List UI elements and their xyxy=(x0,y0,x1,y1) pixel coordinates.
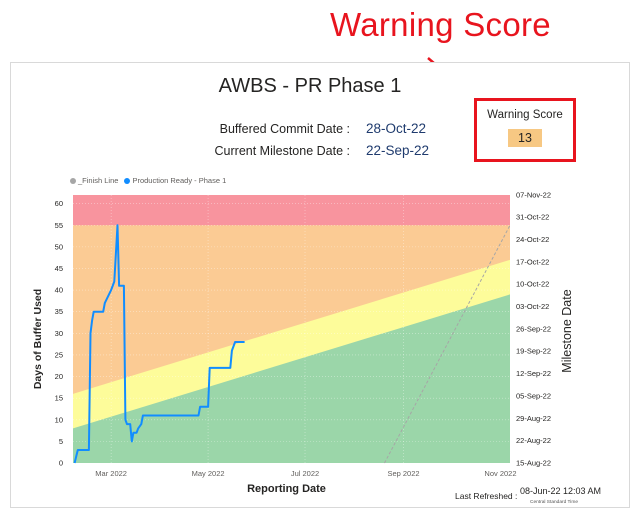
y-tick-label: 55 xyxy=(55,221,63,230)
last-refreshed-label: Last Refreshed : xyxy=(455,491,518,501)
y-tick-label: 35 xyxy=(55,307,63,316)
y-tick-label: 25 xyxy=(55,350,63,359)
warning-score-label: Warning Score xyxy=(487,109,563,121)
y2-tick-label: 07-Nov-22 xyxy=(516,191,551,200)
y2-tick-label: 19-Sep-22 xyxy=(516,347,551,356)
y2-tick-label: 17-Oct-22 xyxy=(516,258,549,267)
y-tick-label: 10 xyxy=(55,415,63,424)
y2-tick-label: 29-Aug-22 xyxy=(516,414,551,423)
y-axis-title: Days of Buffer Used xyxy=(32,289,44,389)
y-tick-label: 50 xyxy=(55,242,63,251)
zone-green xyxy=(73,294,510,463)
buffered-commit-label: Buffered Commit Date : xyxy=(219,122,350,136)
zone-red xyxy=(73,195,510,226)
legend-marker-production-ready xyxy=(124,177,131,184)
last-refreshed-value: 08-Jun-22 12:03 AM xyxy=(520,486,602,496)
legend-marker-finish-line xyxy=(70,177,76,184)
timezone-label: Central Standard Time xyxy=(530,500,578,505)
y-tick-label: 60 xyxy=(55,199,63,208)
y2-tick-label: 22-Aug-22 xyxy=(516,436,551,445)
buffered-commit-value: 28-Oct-22 xyxy=(366,121,427,136)
y2-tick-label: 31-Oct-22 xyxy=(516,213,549,222)
y2-tick-label: 03-Oct-22 xyxy=(516,302,549,311)
y2-tick-label: 05-Sep-22 xyxy=(516,392,551,401)
y-tick-label: 20 xyxy=(55,372,63,381)
y2-axis-title: Milestone Date xyxy=(560,289,574,372)
x-axis-title: Reporting Date xyxy=(247,483,326,495)
y-tick-label: 0 xyxy=(59,459,63,468)
legend-label-production-ready: Production Ready - Phase 1 xyxy=(132,176,227,185)
legend-item-production-ready[interactable]: Production Ready - Phase 1 xyxy=(124,176,226,185)
y2-tick-label: 10-Oct-22 xyxy=(516,280,549,289)
y-tick-label: 5 xyxy=(59,437,63,446)
y-tick-label: 15 xyxy=(55,394,63,403)
warning-score-value: 13 xyxy=(508,129,542,147)
report-title: AWBS - PR Phase 1 xyxy=(218,75,402,97)
x-tick-label: May 2022 xyxy=(192,469,225,478)
x-tick-label: Jul 2022 xyxy=(291,469,319,478)
y-tick-label: 30 xyxy=(55,329,63,338)
y-tick-label: 45 xyxy=(55,264,63,273)
y2-tick-label: 12-Sep-22 xyxy=(516,369,551,378)
x-tick-label: Mar 2022 xyxy=(95,469,127,478)
y2-tick-label: 26-Sep-22 xyxy=(516,325,551,334)
y-tick-label: 40 xyxy=(55,286,63,295)
current-milestone-value: 22-Sep-22 xyxy=(366,143,430,158)
x-tick-label: Sep 2022 xyxy=(387,469,419,478)
callout-title: Warning Score xyxy=(330,6,551,43)
y2-tick-label: 15-Aug-22 xyxy=(516,459,551,468)
chart-legend[interactable]: _Finish Line Production Ready - Phase 1 xyxy=(70,176,226,185)
legend-label-finish-line: _Finish Line xyxy=(78,176,119,185)
warning-score-card: Warning Score 13 xyxy=(474,98,576,162)
current-milestone-label: Current Milestone Date : xyxy=(214,144,350,158)
y2-tick-label: 24-Oct-22 xyxy=(516,235,549,244)
x-tick-label: Nov 2022 xyxy=(484,469,516,478)
legend-item-finish-line[interactable]: _Finish Line xyxy=(70,176,118,185)
